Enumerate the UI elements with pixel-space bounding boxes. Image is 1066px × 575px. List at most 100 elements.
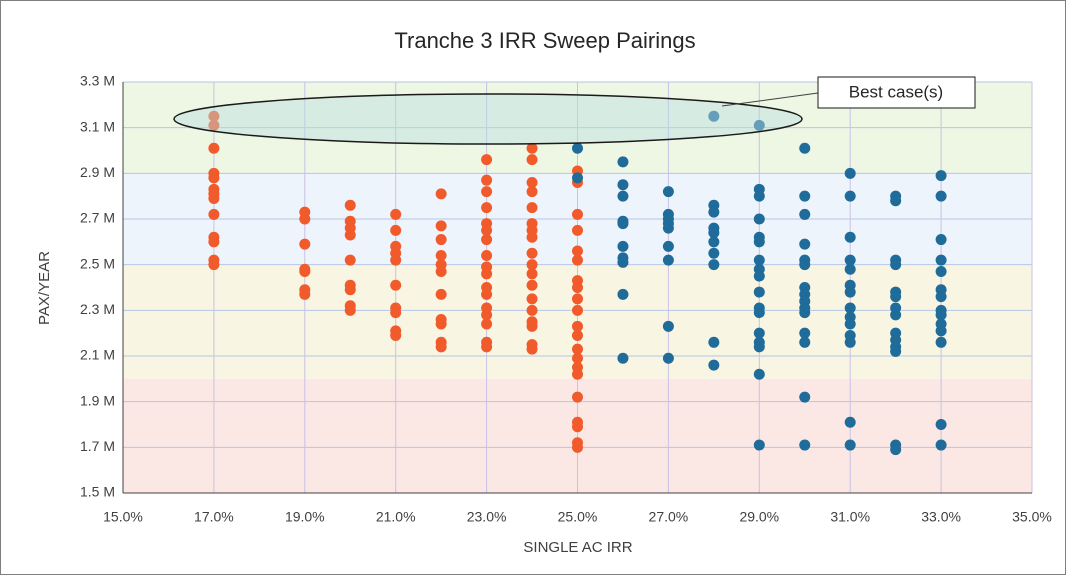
point (617, 288, 629, 300)
point (481, 309, 493, 321)
point (753, 439, 765, 451)
point (526, 293, 538, 305)
point (299, 266, 311, 278)
point (572, 320, 583, 332)
point (481, 341, 493, 353)
point (481, 154, 493, 166)
point (708, 359, 720, 371)
point (435, 234, 447, 246)
callout-leader (721, 92, 819, 107)
point (844, 167, 856, 179)
point (890, 291, 902, 303)
point (481, 318, 493, 330)
point (844, 286, 856, 298)
point (708, 336, 720, 348)
point (753, 213, 765, 225)
point (526, 279, 538, 291)
point (572, 368, 583, 380)
point (753, 236, 765, 248)
point (481, 202, 493, 214)
point (526, 259, 538, 271)
y-tick-label: 2.1 M (80, 347, 115, 363)
x-tick-label: 19.0% (285, 509, 325, 525)
point (481, 224, 493, 236)
point (708, 236, 720, 248)
point (708, 110, 720, 122)
point (481, 174, 493, 186)
point (390, 224, 402, 236)
point (799, 307, 811, 319)
point (526, 247, 538, 259)
point (572, 329, 583, 341)
x-tick-label: 23.0% (467, 509, 507, 525)
point (390, 279, 402, 291)
point (935, 325, 947, 337)
point (890, 259, 902, 271)
point (526, 154, 538, 166)
point (662, 222, 674, 234)
point (799, 439, 811, 451)
point (799, 208, 811, 220)
point (435, 266, 447, 278)
point (753, 368, 765, 380)
point (844, 336, 856, 348)
point (890, 345, 902, 357)
point (844, 190, 856, 202)
point (799, 336, 811, 348)
x-tick-label: 27.0% (649, 509, 689, 525)
point (753, 341, 765, 353)
point (390, 329, 402, 341)
point (662, 352, 674, 364)
y-tick-label: 1.9 M (80, 392, 115, 408)
x-tick-label: 29.0% (739, 509, 779, 525)
point (890, 444, 902, 456)
point (662, 186, 674, 198)
point (753, 270, 765, 282)
point (753, 327, 765, 339)
point (617, 218, 629, 230)
point (390, 307, 402, 319)
point (708, 259, 720, 271)
y-axis-label: PAX/YEAR (36, 251, 53, 325)
y-tick-label: 2.5 M (80, 255, 115, 271)
point (935, 190, 947, 202)
x-tick-label: 33.0% (921, 509, 961, 525)
y-tick-label: 2.3 M (80, 301, 115, 317)
y-tick-label: 3.3 M (80, 73, 115, 89)
point (935, 254, 947, 266)
point (481, 268, 493, 280)
point (753, 307, 765, 319)
highlight-ellipse (173, 93, 803, 145)
point (526, 176, 538, 188)
point (844, 318, 856, 330)
point (481, 250, 493, 262)
point (526, 304, 538, 316)
point (662, 240, 674, 252)
point (572, 142, 583, 154)
point (435, 220, 447, 232)
point (799, 327, 811, 339)
point (208, 208, 220, 220)
x-tick-label: 21.0% (376, 509, 416, 525)
x-axis-label: SINGLE AC IRR (523, 539, 632, 556)
point (844, 231, 856, 243)
point (572, 352, 583, 364)
point (572, 304, 583, 316)
point (935, 170, 947, 182)
point (208, 172, 220, 184)
point (344, 304, 356, 316)
y-tick-label: 2.9 M (80, 164, 115, 180)
point (344, 199, 356, 211)
point (299, 238, 311, 250)
point (435, 318, 447, 330)
point (753, 286, 765, 298)
point (753, 254, 765, 266)
point (799, 259, 811, 271)
point (390, 254, 402, 266)
point (662, 320, 674, 332)
y-tick-label: 2.7 M (80, 210, 115, 226)
chart-title: Tranche 3 IRR Sweep Pairings (394, 28, 695, 53)
point (935, 309, 947, 321)
x-tick-label: 25.0% (558, 509, 598, 525)
